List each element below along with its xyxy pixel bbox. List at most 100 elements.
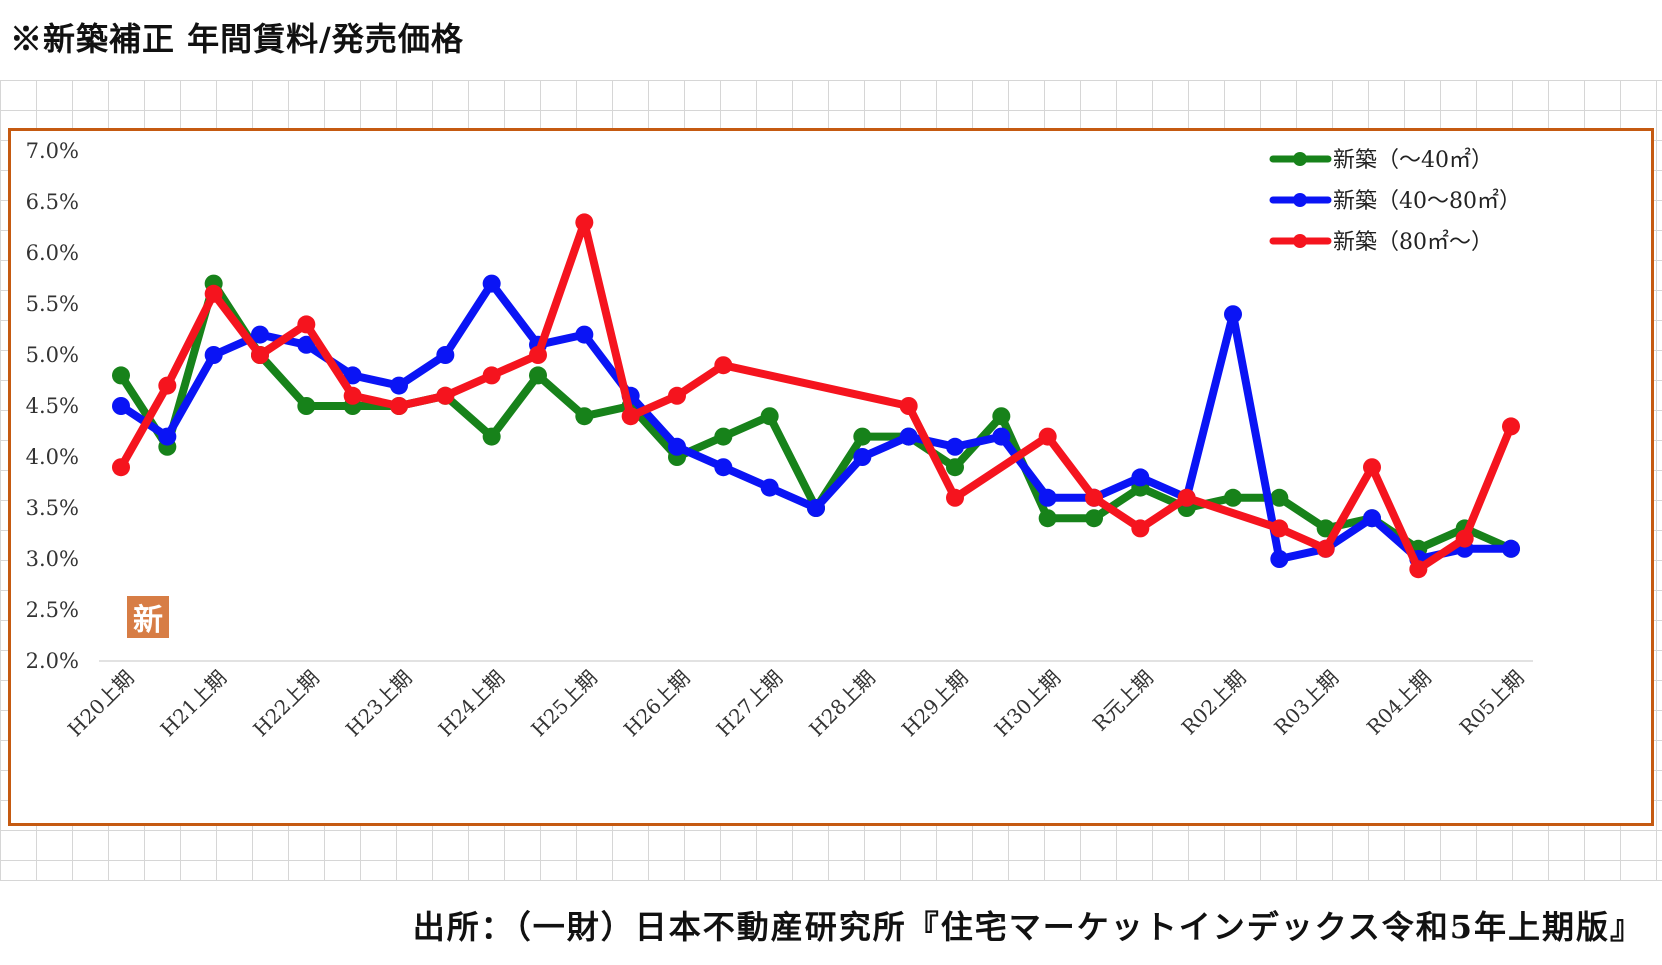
y-tick-label: 2.0% (26, 649, 79, 673)
data-point (1270, 550, 1289, 568)
x-tick-label: R05上期 (1455, 666, 1529, 740)
data-point (343, 366, 362, 385)
legend-marker-1 (1293, 152, 1307, 166)
data-point (714, 458, 733, 477)
y-tick-label: 5.0% (26, 343, 79, 367)
x-tick-label: H21上期 (156, 666, 232, 742)
x-tick-label: H29上期 (897, 666, 973, 742)
data-point (575, 407, 594, 426)
page-title: ※新築補正 年間賃料/発売価格 (10, 20, 464, 58)
data-point (899, 397, 918, 415)
x-tick-label: H26上期 (619, 666, 695, 742)
data-point (482, 274, 501, 293)
y-tick-label: 7.0% (26, 139, 79, 163)
data-point (1085, 488, 1103, 507)
footer-band (0, 880, 1662, 965)
data-point (112, 366, 130, 385)
x-tick-label: R03上期 (1269, 666, 1343, 740)
x-tick-label: R02上期 (1177, 666, 1251, 740)
legend-label: 新築（40～80㎡） (1333, 188, 1521, 214)
data-point (1085, 509, 1103, 528)
data-point (899, 427, 918, 446)
y-tick-label: 5.5% (26, 292, 79, 316)
data-point (251, 325, 269, 344)
data-point (668, 386, 686, 405)
chart-frame: 7.0% 6.5% 6.0% 5.5% 5.0% 4.5% 4.0% 3.5% 3.0% 2.5%… (8, 128, 1654, 826)
data-point (482, 366, 501, 385)
x-tick-label: H25上期 (526, 666, 602, 742)
legend-label: 新築（～40㎡） (1333, 147, 1493, 173)
data-point (436, 346, 455, 364)
data-point (760, 478, 779, 497)
legend-label: 新築（80㎡～） (1333, 229, 1493, 255)
y-tick-label: 6.5% (26, 190, 79, 214)
data-point (668, 437, 686, 456)
line-chart: 7.0% 6.5% 6.0% 5.5% 5.0% 4.5% 4.0% 3.5% 3.0% 2.5%… (26, 139, 1533, 742)
data-point (436, 386, 455, 405)
data-point (853, 448, 872, 466)
y-tick-label: 3.0% (26, 547, 79, 571)
y-tick-label: 2.5% (26, 598, 79, 622)
data-point (1502, 539, 1520, 558)
data-point (1177, 488, 1196, 507)
legend-marker-3 (1293, 234, 1307, 248)
data-point (1224, 488, 1242, 507)
source-note: 出所：（一財）日本不動産研究所『住宅マーケットインデックス令和5年上期版』 (412, 908, 1644, 946)
data-point (575, 325, 594, 344)
data-point (112, 458, 130, 477)
data-point (529, 346, 547, 364)
y-tick-label: 6.0% (26, 241, 79, 265)
data-point (158, 376, 177, 395)
data-point (946, 437, 964, 456)
data-point (1038, 509, 1057, 528)
data-point (1131, 468, 1150, 487)
x-tick-label: H30上期 (990, 666, 1066, 742)
data-point (1131, 519, 1150, 538)
data-point (1409, 560, 1428, 579)
data-point (1502, 417, 1520, 436)
y-tick-label: 4.5% (26, 394, 79, 418)
data-point (1455, 529, 1474, 548)
x-tick-label: H20上期 (63, 666, 139, 742)
data-point (343, 386, 362, 405)
data-point (760, 407, 779, 426)
data-point (1363, 509, 1381, 528)
data-point (1316, 539, 1335, 558)
data-point (297, 335, 316, 354)
x-tick-label: H28上期 (804, 666, 880, 742)
data-point (390, 397, 408, 415)
y-tick-label: 4.0% (26, 445, 79, 469)
data-point (714, 356, 733, 375)
data-point (853, 427, 872, 446)
new-stamp-icon: 新 (127, 596, 169, 638)
data-point (1038, 427, 1057, 446)
data-point (297, 315, 316, 334)
data-point (390, 376, 408, 395)
data-point (621, 407, 640, 426)
data-point (1038, 488, 1057, 507)
x-tick-label: H24上期 (434, 666, 510, 742)
data-point (807, 499, 825, 517)
data-point (158, 427, 177, 446)
data-point (112, 397, 130, 415)
x-tick-label: R04上期 (1362, 666, 1436, 740)
data-point (992, 407, 1011, 426)
legend-marker-2 (1293, 193, 1307, 207)
data-point (992, 427, 1011, 446)
y-tick-label: 3.5% (26, 496, 79, 520)
data-point (946, 488, 964, 507)
data-point (946, 458, 964, 477)
data-point (297, 397, 316, 415)
x-tick-label: H27上期 (712, 666, 788, 742)
data-point (529, 366, 547, 385)
data-point (1270, 519, 1289, 538)
data-point (204, 284, 223, 303)
data-point (482, 427, 501, 446)
x-tick-label: R元上期 (1088, 666, 1158, 736)
x-tick-label: H23上期 (341, 666, 417, 742)
data-point (251, 346, 269, 364)
x-tick-label: H22上期 (248, 666, 324, 742)
data-point (714, 427, 733, 446)
data-point (1363, 458, 1381, 477)
data-point (575, 213, 594, 232)
